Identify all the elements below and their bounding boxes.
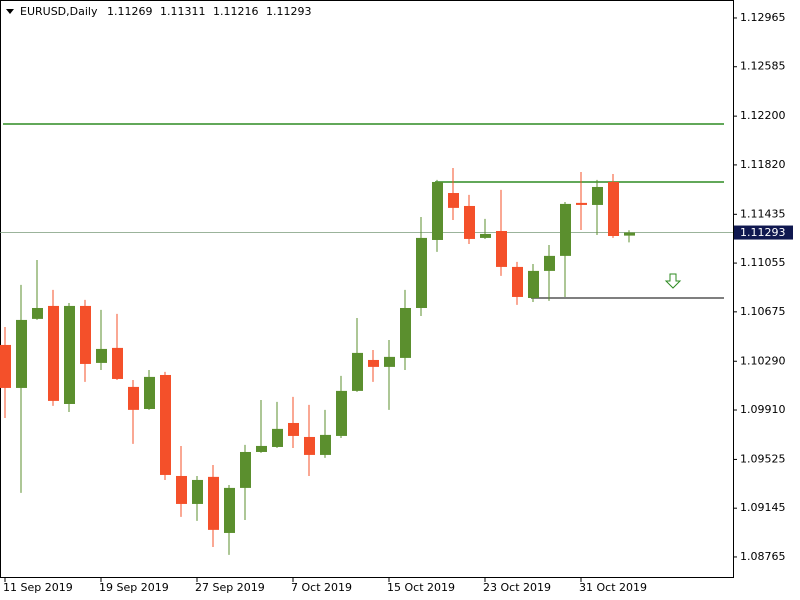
candle-body	[256, 445, 267, 452]
candle-body	[528, 270, 539, 298]
candle-body	[624, 232, 635, 236]
x-tick-label: 31 Oct 2019	[579, 581, 647, 594]
x-tick-label: 7 Oct 2019	[291, 581, 352, 594]
candle-body	[544, 255, 555, 271]
candle-body	[144, 376, 155, 409]
candle-body	[176, 475, 187, 504]
last-price-box	[734, 225, 793, 240]
y-tick-label: 1.12585	[740, 60, 786, 73]
header-close: 1.11293	[266, 5, 312, 18]
candle-body	[432, 181, 443, 240]
candle-body	[224, 487, 235, 533]
y-tick-label: 1.11820	[740, 158, 786, 171]
candle-body	[480, 233, 491, 238]
chart-header: EURUSD,Daily 1.11269 1.11311 1.11216 1.1…	[20, 5, 311, 18]
y-tick-label: 1.09910	[740, 403, 786, 416]
y-tick-label: 1.10675	[740, 305, 786, 318]
candle-body	[400, 307, 411, 358]
candle-body	[208, 476, 219, 530]
y-tick-label: 1.10290	[740, 354, 786, 367]
x-tick-label: 23 Oct 2019	[483, 581, 551, 594]
candle-body	[448, 193, 459, 208]
y-tick-label: 1.09145	[740, 501, 786, 514]
candle-body	[112, 347, 123, 379]
candle-body	[576, 202, 587, 205]
header-high: 1.11311	[160, 5, 206, 18]
candle-body	[0, 344, 11, 388]
candle-body	[496, 230, 507, 267]
candle-body	[608, 181, 619, 236]
candle-body	[192, 479, 203, 504]
header-low: 1.11216	[213, 5, 259, 18]
candle-body	[32, 307, 43, 319]
y-tick-label: 1.12965	[740, 11, 786, 24]
last-price-label: 1.11293	[740, 226, 786, 239]
candle-body	[80, 305, 91, 364]
y-tick-label: 1.08765	[740, 550, 786, 563]
x-tick-label: 27 Sep 2019	[195, 581, 265, 594]
menu-icon	[6, 9, 14, 14]
candle-body	[512, 266, 523, 297]
candle-body	[64, 305, 75, 404]
candle-body	[560, 203, 571, 256]
candle-body	[592, 186, 603, 205]
candle-body	[368, 359, 379, 367]
y-tick-label: 1.12200	[740, 109, 786, 122]
candle-body	[128, 386, 139, 410]
plot-frame	[0, 0, 734, 578]
candle-body	[16, 319, 27, 388]
x-tick-label: 15 Oct 2019	[387, 581, 455, 594]
symbol: EURUSD,Daily	[20, 5, 98, 18]
down-arrow	[664, 273, 682, 289]
candle-body	[48, 305, 59, 401]
candle-body	[304, 436, 315, 455]
candle-body	[320, 434, 331, 455]
y-tick-label: 1.09525	[740, 452, 786, 465]
candle-body	[272, 428, 283, 447]
candle-body	[288, 422, 299, 436]
x-tick-label: 19 Sep 2019	[99, 581, 169, 594]
candle-body	[416, 237, 427, 308]
x-tick-label: 11 Sep 2019	[3, 581, 73, 594]
candle-body	[336, 390, 347, 436]
y-tick-label: 1.11435	[740, 207, 786, 220]
y-tick-label: 1.11055	[740, 256, 786, 269]
candle-body	[96, 348, 107, 363]
header-open: 1.11269	[107, 5, 153, 18]
candle-body	[384, 356, 395, 367]
plot	[0, 123, 733, 555]
candle-body	[240, 451, 251, 488]
candle-body	[352, 352, 363, 391]
candle-body	[464, 205, 475, 239]
candle-body	[160, 374, 171, 475]
